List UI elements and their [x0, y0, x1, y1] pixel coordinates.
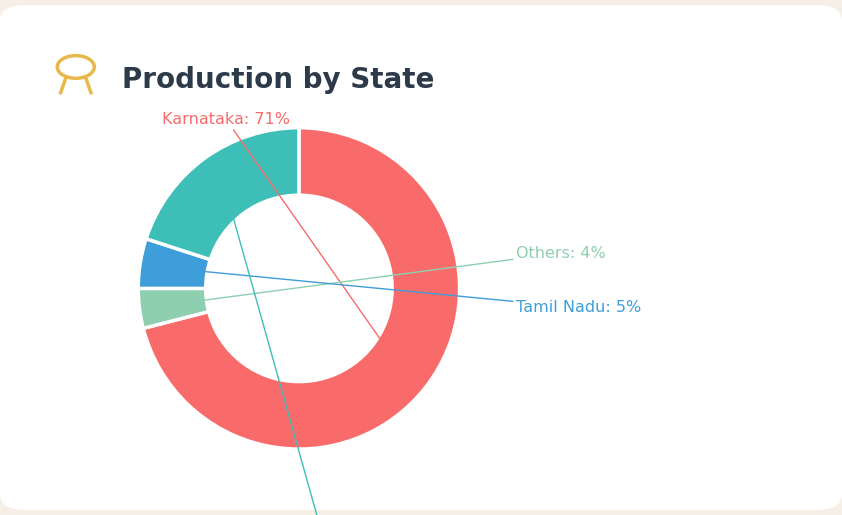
Text: Karnataka: 71%: Karnataka: 71% — [163, 112, 397, 363]
Wedge shape — [143, 128, 460, 449]
Text: Others: 4%: Others: 4% — [177, 246, 605, 304]
Wedge shape — [147, 128, 299, 260]
Wedge shape — [138, 288, 209, 329]
FancyBboxPatch shape — [0, 5, 842, 510]
Text: Production by State: Production by State — [122, 66, 434, 94]
Text: Kerala: 20%: Kerala: 20% — [226, 190, 371, 515]
Text: Tamil Nadu: 5%: Tamil Nadu: 5% — [178, 269, 641, 315]
Wedge shape — [138, 239, 210, 288]
